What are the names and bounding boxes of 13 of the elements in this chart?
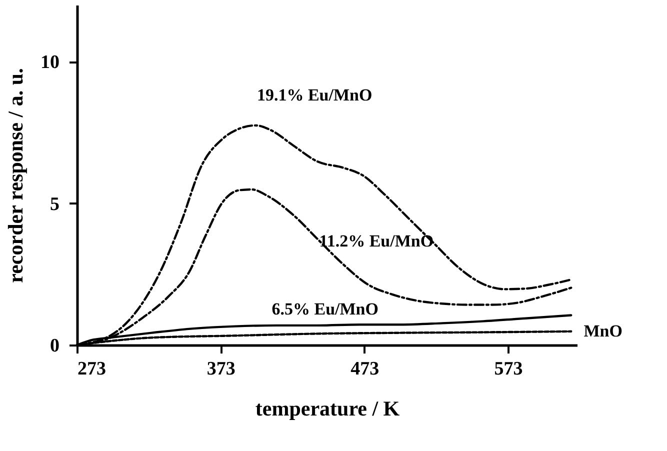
y-axis-title: recorder response / a. u. xyxy=(4,68,28,283)
x-tick-label: 473 xyxy=(350,358,380,380)
y-tick-label: 0 xyxy=(50,336,60,356)
x-tick-label: 573 xyxy=(494,358,523,380)
series-label: 19.1% Eu/MnO xyxy=(256,85,372,104)
x-tick-label: 273 xyxy=(78,358,106,380)
series-label: 6.5% Eu/MnO xyxy=(272,299,378,318)
y-tick-label: 10 xyxy=(40,52,60,74)
y-tick-label: 5 xyxy=(50,194,60,215)
x-axis-title: temperature / K xyxy=(255,396,400,420)
x-tick-label: 373 xyxy=(206,358,236,380)
series-label: MnO xyxy=(584,321,622,340)
series-label: 11.2% Eu/MnO xyxy=(319,231,434,250)
